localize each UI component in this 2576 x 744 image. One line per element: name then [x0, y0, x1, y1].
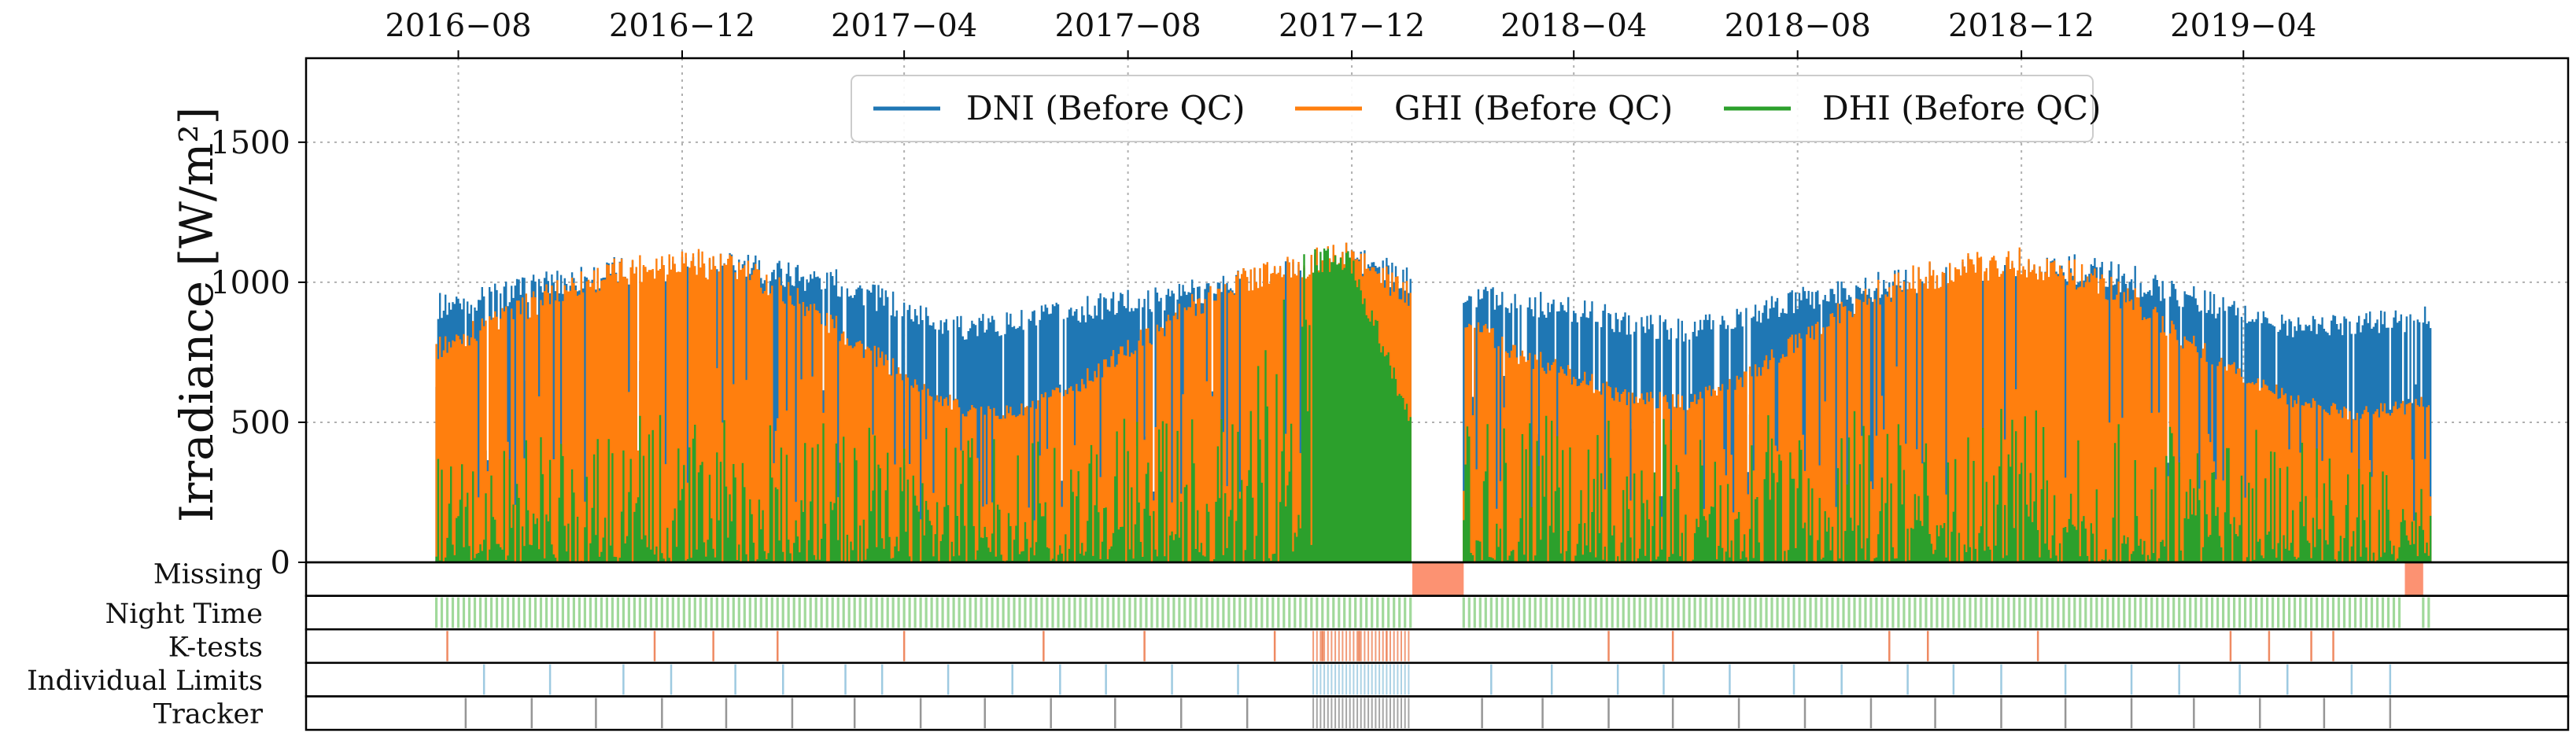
series-dhi-line	[435, 249, 2432, 562]
qc-row-missing: Missing	[153, 558, 2570, 597]
y-tick-label: 0	[271, 545, 290, 581]
dense-flag-cluster	[1312, 698, 1410, 728]
legend-label-dhi: DHI (Before QC)	[1822, 89, 2101, 127]
y-axis: 0 500 1000 1500	[210, 125, 306, 581]
y-axis-label: Irradiance [W/m²]	[170, 107, 223, 522]
qc-row-frame	[304, 628, 2570, 665]
qc-row-label: Missing	[153, 558, 263, 590]
y-tick-label: 500	[231, 405, 290, 441]
x-tick-label: 2019−04	[2170, 8, 2316, 44]
qc-row-label: K-tests	[168, 632, 263, 664]
missing-span	[1412, 563, 1464, 595]
qc-row-label: Individual Limits	[27, 665, 263, 697]
main-plot-frame	[304, 57, 2570, 564]
x-tick-label: 2018−04	[1500, 8, 1647, 44]
night-time-span	[435, 597, 1412, 628]
qc-row-tracker: Tracker	[153, 695, 2570, 731]
x-tick-label: 2017−08	[1054, 8, 1201, 44]
legend-label-ghi: GHI (Before QC)	[1394, 89, 1673, 127]
x-tick-label: 2016−08	[385, 8, 531, 44]
dense-flag-cluster	[1312, 664, 1410, 695]
qc-row-individual-limits: Individual Limits	[27, 661, 2570, 698]
night-time-span	[2422, 597, 2430, 628]
x-tick-label: 2017−04	[831, 8, 977, 44]
x-tick-label: 2016−12	[609, 8, 755, 44]
qc-row-night-time: Night Time	[105, 595, 2570, 631]
x-tick-label: 2017−12	[1279, 8, 1425, 44]
dense-flag-cluster	[1312, 631, 1410, 661]
qc-row-label: Night Time	[105, 599, 263, 630]
x-tick-label: 2018−12	[1948, 8, 2094, 44]
missing-span	[2404, 563, 2423, 595]
qc-row-frame	[304, 695, 2570, 731]
x-axis: 2016−08 2016−12 2017−04 2017−08 2017−12 2018−…	[385, 8, 2316, 58]
series-layer	[435, 242, 2432, 562]
legend-label-dni: DNI (Before QC)	[966, 89, 1246, 127]
x-tick-label: 2018−08	[1725, 8, 1871, 44]
qc-row-label: Tracker	[153, 699, 263, 731]
legend-box	[851, 75, 2094, 142]
night-time-span	[1462, 597, 2401, 628]
y-tick-label: 1000	[210, 265, 290, 301]
qc-row-frame	[304, 661, 2570, 698]
qc-row-k-tests: K-tests	[168, 628, 2570, 665]
legend: DNI (Before QC) GHI (Before QC) DHI (Bef…	[851, 75, 2101, 142]
y-tick-label: 1500	[210, 125, 290, 161]
